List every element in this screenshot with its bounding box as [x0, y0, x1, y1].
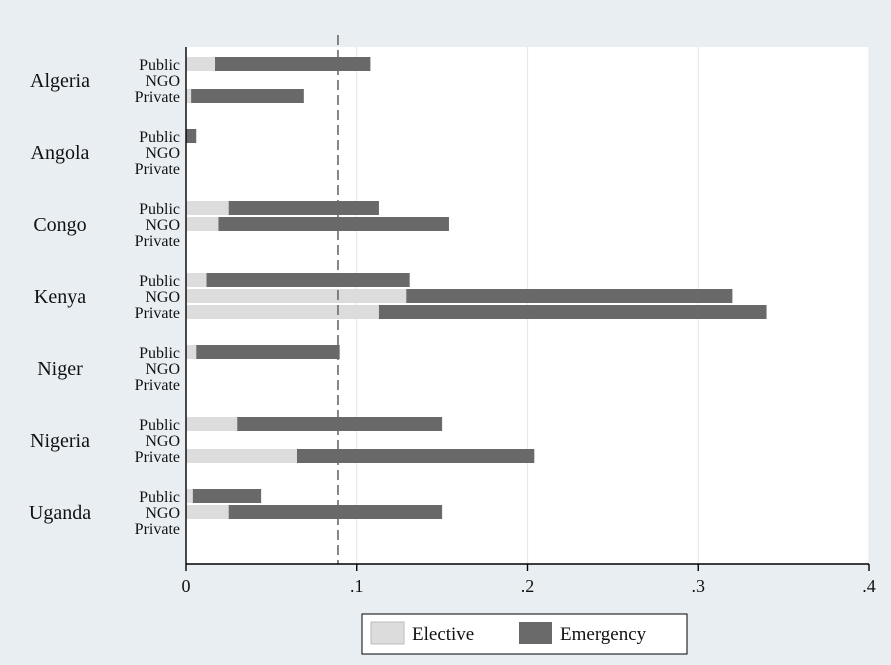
- bar-angola-public-emergency: [186, 129, 197, 143]
- bar-algeria-public-elective: [186, 57, 216, 71]
- group-label-congo-public: Public: [139, 201, 180, 218]
- legend-swatch-emergency: [519, 622, 552, 644]
- bar-niger-public-elective: [186, 345, 197, 359]
- group-label-nigeria-private: Private: [135, 449, 180, 466]
- country-label-congo: Congo: [33, 214, 86, 236]
- bar-algeria-public-emergency: [215, 57, 371, 71]
- bar-uganda-public-emergency: [192, 489, 262, 503]
- country-label-niger: Niger: [37, 358, 83, 380]
- country-label-kenya: Kenya: [34, 286, 86, 308]
- group-label-angola-ngo: NGO: [145, 145, 180, 162]
- bar-niger-public-emergency: [196, 345, 340, 359]
- country-label-nigeria: Nigeria: [30, 430, 90, 452]
- bar-kenya-public-emergency: [206, 273, 410, 287]
- bar-uganda-public-elective: [186, 489, 193, 503]
- group-label-niger-private: Private: [135, 377, 180, 394]
- group-label-angola-private: Private: [135, 161, 180, 178]
- x-tick-label-1: .1: [350, 576, 364, 596]
- bar-uganda-ngo-elective: [186, 505, 229, 519]
- bar-kenya-private-elective: [186, 305, 379, 319]
- group-label-kenya-public: Public: [139, 273, 180, 290]
- group-label-congo-private: Private: [135, 233, 180, 250]
- group-label-algeria-ngo: NGO: [145, 73, 180, 90]
- legend-label-elective: Elective: [412, 624, 474, 645]
- x-tick-label-0: 0: [182, 576, 191, 596]
- bar-congo-ngo-emergency: [218, 217, 449, 231]
- bar-nigeria-public-emergency: [237, 417, 443, 431]
- bar-uganda-ngo-emergency: [228, 505, 443, 519]
- group-label-kenya-private: Private: [135, 305, 180, 322]
- legend-label-emergency: Emergency: [560, 624, 647, 645]
- group-label-nigeria-ngo: NGO: [145, 433, 180, 450]
- group-label-niger-ngo: NGO: [145, 361, 180, 378]
- group-label-algeria-private: Private: [135, 89, 180, 106]
- bar-congo-public-emergency: [228, 201, 379, 215]
- bar-nigeria-private-emergency: [296, 449, 535, 463]
- bar-algeria-private-elective: [186, 89, 192, 103]
- bar-kenya-ngo-emergency: [406, 289, 733, 303]
- group-label-nigeria-public: Public: [139, 417, 180, 434]
- bar-congo-public-elective: [186, 201, 229, 215]
- bar-nigeria-private-elective: [186, 449, 297, 463]
- bars: [186, 57, 767, 519]
- group-label-uganda-public: Public: [139, 489, 180, 506]
- bar-kenya-public-elective: [186, 273, 207, 287]
- legend: Elective Emergency: [361, 613, 688, 655]
- group-label-algeria-public: Public: [139, 57, 180, 74]
- legend-swatch-elective: [370, 621, 405, 645]
- group-label-angola-public: Public: [139, 129, 180, 146]
- country-label-angola: Angola: [31, 142, 90, 164]
- bar-kenya-private-emergency: [378, 305, 767, 319]
- bar-algeria-private-emergency: [191, 89, 304, 103]
- group-label-uganda-ngo: NGO: [145, 505, 180, 522]
- category-labels: AlgeriaPublicNGOPrivateAngolaPublicNGOPr…: [29, 57, 180, 538]
- x-axis: 0 .1 .2 .3 .4: [182, 47, 876, 596]
- group-label-kenya-ngo: NGO: [145, 289, 180, 306]
- country-label-algeria: Algeria: [30, 70, 90, 92]
- group-label-congo-ngo: NGO: [145, 217, 180, 234]
- x-tick-label-2: .2: [521, 576, 535, 596]
- bar-kenya-ngo-elective: [186, 289, 407, 303]
- x-tick-label-4: .4: [862, 576, 876, 596]
- country-label-uganda: Uganda: [29, 502, 91, 524]
- group-label-niger-public: Public: [139, 345, 180, 362]
- bar-congo-ngo-elective: [186, 217, 219, 231]
- group-label-uganda-private: Private: [135, 521, 180, 538]
- x-tick-label-3: .3: [692, 576, 706, 596]
- bar-nigeria-public-elective: [186, 417, 238, 431]
